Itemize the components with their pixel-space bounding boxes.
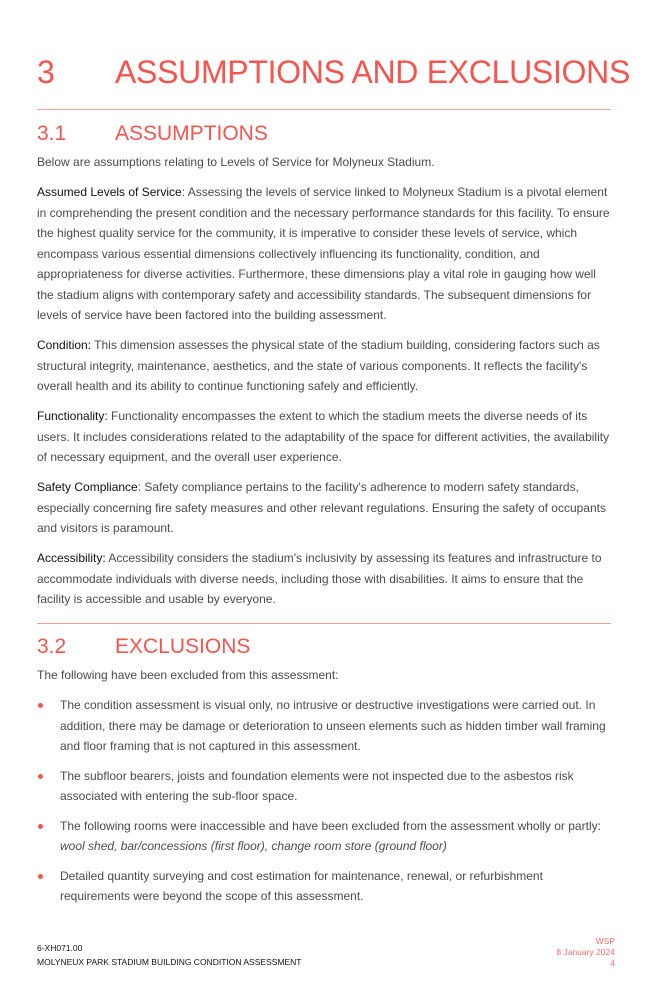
section-title: EXCLUSIONS: [115, 635, 251, 658]
bullet-icon: [38, 773, 43, 779]
footer: 6-XH071.00 MOLYNEUX PARK STADIUM BUILDIN…: [37, 916, 615, 969]
section-heading-exclusions: 3.2 EXCLUSIONS: [37, 633, 611, 661]
paragraph: Functionality: Functionality encompasses…: [37, 406, 611, 468]
term: Assumed Levels of Service: [37, 185, 182, 199]
chapter-heading: 3 ASSUMPTIONS AND EXCLUSIONS: [37, 52, 630, 92]
italic-text: wool shed, bar/concessions (first floor)…: [60, 839, 447, 853]
divider: [37, 623, 611, 624]
paragraph: Safety Compliance: Safety compliance per…: [37, 477, 611, 539]
exclusions-body: The following have been excluded from th…: [37, 665, 611, 916]
bullet-icon: [38, 703, 43, 708]
term: Safety Compliance: [37, 480, 138, 494]
paragraph: Condition: This dimension assesses the p…: [37, 335, 611, 397]
paragraph: Assumed Levels of Service: Assessing the…: [37, 182, 611, 326]
divider: [37, 109, 611, 110]
list-item: The following rooms were inaccessible an…: [37, 816, 611, 857]
term: Functionality:: [37, 409, 108, 423]
text: The condition assessment is visual only,…: [60, 698, 606, 753]
text: Accessibility considers the stadium's in…: [37, 551, 602, 606]
list-item: The subfloor bearers, joists and foundat…: [37, 766, 611, 807]
project-title: MOLYNEUX PARK STADIUM BUILDING CONDITION…: [37, 956, 302, 967]
term: Accessibility:: [37, 551, 106, 565]
list-item: The condition assessment is visual only,…: [37, 695, 611, 757]
page-number: 4: [610, 957, 615, 968]
text: The following rooms were inaccessible an…: [60, 818, 601, 833]
text: This dimension assesses the physical sta…: [37, 338, 600, 393]
text: Functionality encompasses the extent to …: [37, 409, 610, 464]
company: WSP: [595, 935, 615, 946]
exclusions-list: The condition assessment is visual only,…: [37, 695, 611, 907]
chapter-number: 3: [37, 54, 55, 90]
footer-right: WSP 8 January 2024 4: [556, 936, 615, 969]
section-number: 3.1: [37, 122, 67, 145]
date: 8 January 2024: [556, 946, 615, 957]
intro: The following have been excluded from th…: [37, 668, 339, 682]
bullet-icon: [38, 873, 43, 879]
section-heading-assumptions: 3.1 ASSUMPTIONS: [37, 120, 611, 148]
assumptions-body: Below are assumptions relating to Levels…: [37, 152, 611, 619]
text: Detailed quantity surveying and cost est…: [60, 868, 543, 904]
section-number: 3.2: [37, 635, 67, 658]
text: : Safety compliance pertains to the faci…: [37, 480, 606, 535]
chapter-title: ASSUMPTIONS AND EXCLUSIONS: [115, 54, 630, 90]
paragraph: Accessibility: Accessibility considers t…: [37, 548, 611, 610]
intro: Below are assumptions relating to Levels…: [37, 155, 435, 169]
list-item: Detailed quantity surveying and cost est…: [37, 866, 611, 907]
footer-left: 6-XH071.00 MOLYNEUX PARK STADIUM BUILDIN…: [37, 941, 301, 969]
term: Condition:: [37, 338, 92, 352]
text: : Assessing the levels of service linked…: [37, 185, 610, 322]
bullet-icon: [38, 823, 43, 829]
section-title: ASSUMPTIONS: [115, 122, 268, 145]
text: The subfloor bearers, joists and foundat…: [60, 768, 574, 804]
project-code: 6-XH071.00: [37, 942, 83, 953]
